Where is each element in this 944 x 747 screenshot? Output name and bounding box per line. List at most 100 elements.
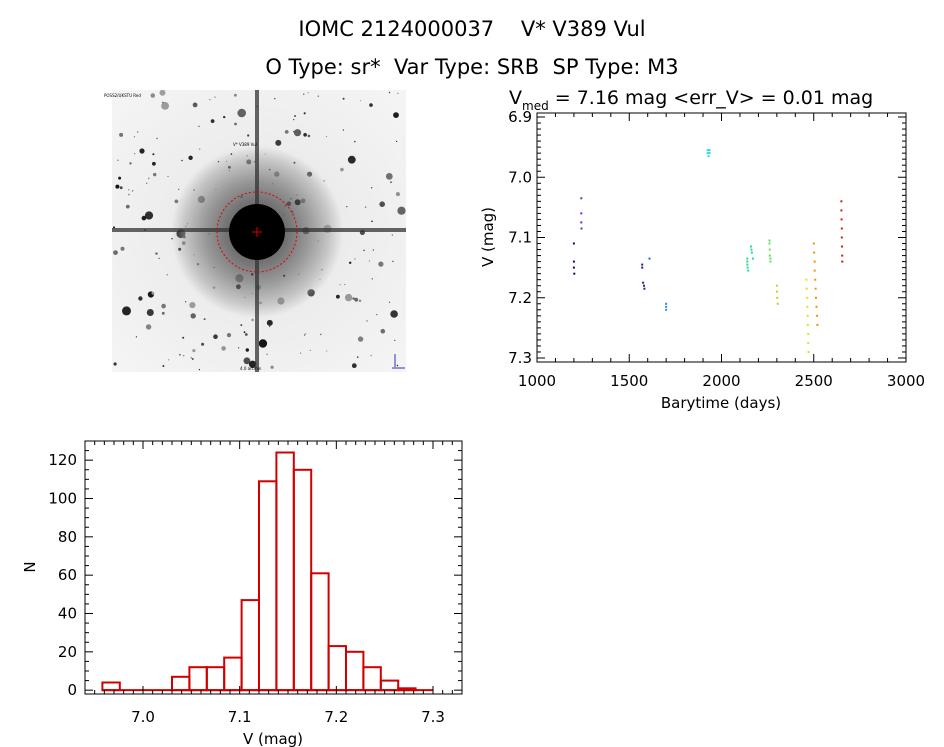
light-curve-x-tick-label: 2000 — [702, 372, 740, 390]
sky-star — [370, 187, 373, 189]
light-curve-point — [642, 281, 645, 284]
histogram-bars — [101, 451, 433, 692]
sky-star — [122, 306, 131, 316]
light-curve-point — [665, 308, 668, 311]
histogram-bar — [240, 599, 261, 692]
sky-star — [155, 252, 158, 255]
light-curve-point — [746, 263, 749, 266]
sky-star — [397, 206, 406, 215]
target-circle — [216, 191, 298, 273]
light-curve-point — [840, 236, 843, 239]
sky-star — [354, 258, 356, 260]
light-curve-xlabel: Barytime (days) — [661, 394, 781, 412]
histogram-y-tick-label: 0 — [67, 681, 77, 699]
light-curve-point — [580, 227, 583, 230]
sky-star — [191, 358, 194, 360]
sky-star — [268, 325, 271, 328]
sky-star — [248, 360, 257, 368]
light-curve-point — [814, 287, 817, 290]
light-curve-point — [746, 266, 749, 269]
histogram-bar — [223, 656, 243, 692]
sky-star — [309, 349, 311, 351]
sky-star — [379, 201, 386, 207]
sky-star — [135, 336, 137, 338]
sky-star — [395, 192, 400, 197]
sky-star — [394, 339, 396, 341]
sky-star — [346, 206, 348, 208]
histogram-bar — [205, 666, 226, 692]
light-curve-point — [746, 257, 749, 260]
sky-star — [146, 309, 154, 316]
sky-star — [183, 355, 185, 357]
histogram-bar — [379, 679, 400, 692]
sky-star — [303, 93, 305, 95]
sky-star — [303, 112, 306, 115]
sky-star — [188, 155, 193, 160]
light-curve-point — [768, 239, 771, 242]
histogram-axes: 7.0 7.1 7.2 7.3 0 20 40 60 80 100 120 — [48, 441, 463, 726]
sky-star — [153, 172, 157, 177]
sky-star — [179, 353, 181, 356]
light-curve-point — [648, 257, 651, 260]
figure-subtitle: O Type: sr* Var Type: SRB SP Type: M3 — [265, 55, 679, 79]
sky-star — [349, 261, 352, 264]
sky-star — [258, 339, 268, 348]
sky-star — [152, 153, 155, 156]
sky-star — [198, 125, 200, 127]
sky-star — [117, 159, 119, 161]
sky-star — [132, 190, 134, 192]
sky-star — [234, 93, 237, 97]
sky-star — [213, 334, 218, 339]
sky-star — [128, 193, 130, 196]
sky-star — [320, 333, 322, 336]
sky-star — [146, 182, 148, 184]
histogram-bar — [292, 468, 313, 692]
histogram-bar — [362, 666, 382, 692]
sky-star — [393, 112, 399, 118]
light-curve-point — [775, 290, 778, 293]
sky-star — [178, 188, 180, 190]
histogram-x-tick-label: 7.3 — [421, 708, 445, 726]
sky-star — [134, 153, 136, 155]
histogram-bar — [275, 451, 295, 692]
sky-star — [307, 92, 309, 94]
sky-star — [192, 349, 196, 353]
light-curve-point — [813, 260, 816, 263]
histogram-chart: 7.0 7.1 7.2 7.3 0 20 40 60 80 100 120 V (mag) N — [21, 440, 463, 747]
sky-star — [161, 102, 169, 110]
light-curve-point — [706, 152, 709, 155]
histogram-bar — [188, 666, 208, 692]
light-curve-point — [841, 260, 844, 263]
light-curve-point — [840, 227, 843, 230]
sky-star — [342, 129, 344, 131]
sky-star — [339, 284, 341, 286]
histogram-y-tick-label: 60 — [58, 566, 77, 584]
sky-star — [166, 274, 168, 276]
light-curve-point — [840, 209, 843, 212]
sky-star — [357, 336, 364, 342]
histogram-x-tick-label: 7.2 — [324, 708, 348, 726]
sky-star — [243, 331, 246, 334]
sky-star — [342, 97, 345, 100]
sky-star — [238, 347, 240, 349]
light-curve-point — [580, 221, 583, 224]
sky-star — [351, 363, 357, 369]
histogram-y-tick-label: 40 — [58, 605, 77, 623]
sky-marker-label: V* V389 Vul — [233, 142, 257, 147]
sky-star — [274, 98, 276, 100]
sky-star — [203, 318, 206, 321]
sky-star — [133, 136, 136, 138]
light-curve-point — [776, 302, 779, 305]
light-curve-frame — [536, 112, 907, 363]
figure-title: IOMC 2124000037 V* V389 Vul — [298, 17, 646, 41]
light-curve-point — [768, 254, 771, 257]
light-curve-point — [806, 323, 809, 326]
light-curve-point — [806, 314, 809, 317]
sky-star — [223, 115, 226, 119]
light-curve-x-tick-label: 1500 — [610, 372, 648, 390]
sky-star — [244, 333, 248, 336]
sky-star — [294, 115, 296, 117]
light-curve-point — [768, 248, 771, 251]
light-curve-point — [643, 284, 645, 287]
light-curve-title-prefix: V — [509, 87, 522, 109]
